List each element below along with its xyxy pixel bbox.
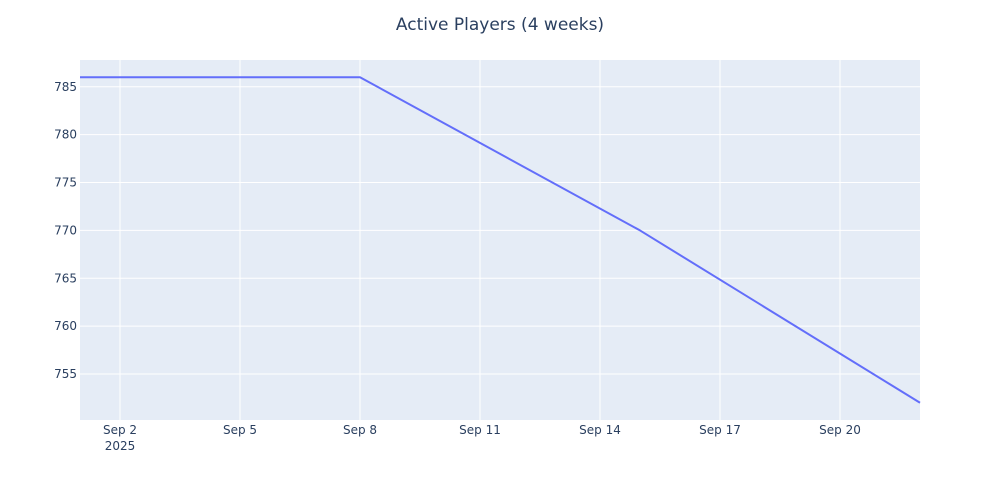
- y-tick-label: 780: [54, 128, 77, 142]
- y-tick-label: 775: [54, 176, 77, 190]
- y-tick-label: 770: [54, 223, 77, 237]
- grid: [80, 60, 920, 420]
- x-tick-label: Sep 17: [699, 423, 741, 437]
- x-tick-label: Sep 2: [103, 423, 137, 437]
- series-layer: [80, 76, 921, 404]
- x-tick-label: Sep 14: [579, 423, 621, 437]
- x-tick-label: Sep 11: [459, 423, 501, 437]
- x-tick-label: Sep 8: [343, 423, 377, 437]
- y-tick-label: 755: [54, 367, 77, 381]
- plot-area: [80, 60, 920, 420]
- y-tick-label: 785: [54, 80, 77, 94]
- y-axis: 755 760 765 770 775 780 785: [54, 80, 77, 381]
- x-tick-year-label: 2025: [105, 439, 136, 453]
- y-tick-label: 765: [54, 271, 77, 285]
- y-tick-label: 760: [54, 319, 77, 333]
- x-tick-label: Sep 5: [223, 423, 257, 437]
- x-tick-label: Sep 20: [819, 423, 861, 437]
- x-axis: Sep 2 2025 Sep 5 Sep 8 Sep 11 Sep 14 Sep 17 Sep…: [103, 423, 861, 453]
- series-line: [80, 76, 921, 404]
- chart-title: Active Players (4 weeks): [396, 15, 604, 35]
